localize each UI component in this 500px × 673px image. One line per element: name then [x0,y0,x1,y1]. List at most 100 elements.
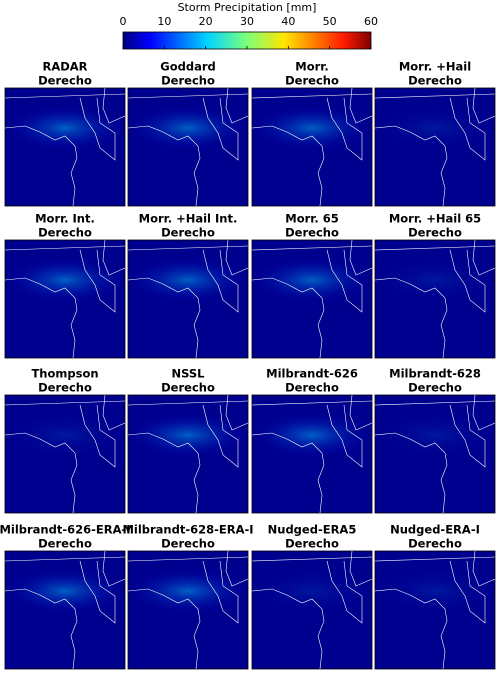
state-border [202,560,239,624]
panel-title: RADAR [42,60,87,74]
state-border [79,560,116,624]
state-border [374,432,448,514]
map-panel [4,239,126,359]
map-panel [4,87,126,207]
state-border [251,556,373,562]
precip-field [128,258,248,302]
precip-field [252,413,372,457]
panel-subtitle: Derecho [285,74,339,88]
map-panel [374,239,496,359]
panel-subtitle: Derecho [38,537,92,551]
map-panel [251,550,373,670]
panel-title: Morr. Int. [35,212,95,226]
panel-title: Milbrandt-626-ERA-I [0,523,131,537]
colorbar-tick-label: 40 [281,15,295,28]
coastline [349,550,373,587]
map-panel [4,394,126,514]
coastline [225,239,249,276]
state-border [127,432,201,514]
state-border [202,97,239,161]
state-border [449,249,486,313]
map-panel [127,87,249,207]
state-border [127,400,249,406]
panel-subtitle: Derecho [161,381,215,395]
panel-title: NSSL [171,367,205,381]
state-border [202,249,239,313]
coastline [472,239,496,276]
state-border [449,97,486,161]
state-border [127,556,249,562]
colorbar-tick-label: 0 [120,15,127,28]
precip-field [252,569,372,613]
panel-subtitle: Derecho [408,537,462,551]
coastline [472,394,496,431]
coastline [472,87,496,124]
state-border [4,93,126,99]
panel-title: Morr. [295,60,328,74]
precip-field [5,106,125,150]
state-border [79,249,116,313]
state-border [374,277,448,359]
state-border [4,277,78,359]
state-border [251,400,373,406]
state-border [4,125,78,207]
state-border [449,560,486,624]
panel-title: Nudged-ERA5 [268,523,357,537]
state-border [374,400,496,406]
state-border [4,556,126,562]
map-panel [127,550,249,670]
coastline [225,550,249,587]
panel-subtitle: Derecho [408,74,462,88]
colorbar-tick-label: 60 [364,15,378,28]
precip-field [128,413,248,457]
panel-subtitle: Derecho [38,74,92,88]
precip-field [252,106,372,150]
map-panel [4,550,126,670]
panel-subtitle: Derecho [161,74,215,88]
panel-subtitle: Derecho [408,226,462,240]
panel-title: Morr. +Hail [399,60,471,74]
precip-field [5,258,125,302]
coastline [349,87,373,124]
state-border [251,93,373,99]
precip-field [5,413,125,457]
panel-subtitle: Derecho [285,381,339,395]
precip-field [5,569,125,613]
state-border [326,97,363,161]
precip-field [252,258,372,302]
coastline [225,394,249,431]
state-border [79,97,116,161]
map-panel [251,394,373,514]
precip-field [128,106,248,150]
map-panel [374,394,496,514]
state-border [202,404,239,468]
map-panel [127,239,249,359]
panel-title: Morr. +Hail 65 [389,212,481,226]
coastline [102,239,126,276]
state-border [326,404,363,468]
state-border [374,245,496,251]
state-border [4,432,78,514]
precip-field [375,569,495,613]
coastline [472,550,496,587]
state-border [127,125,201,207]
colorbar-label: Storm Precipitation [mm] [178,1,317,14]
state-border [127,588,201,670]
map-panel [127,394,249,514]
panel-subtitle: Derecho [161,537,215,551]
map-panel [374,87,496,207]
state-border [449,404,486,468]
panel-title: Milbrandt-628 [389,367,481,381]
map-panel [251,87,373,207]
state-border [127,277,201,359]
coastline [102,87,126,124]
panel-subtitle: Derecho [38,226,92,240]
state-border [4,245,126,251]
precip-field [375,106,495,150]
coastline [102,550,126,587]
coastline [349,394,373,431]
state-border [251,277,325,359]
panel-title: Goddard [160,60,215,74]
state-border [127,245,249,251]
